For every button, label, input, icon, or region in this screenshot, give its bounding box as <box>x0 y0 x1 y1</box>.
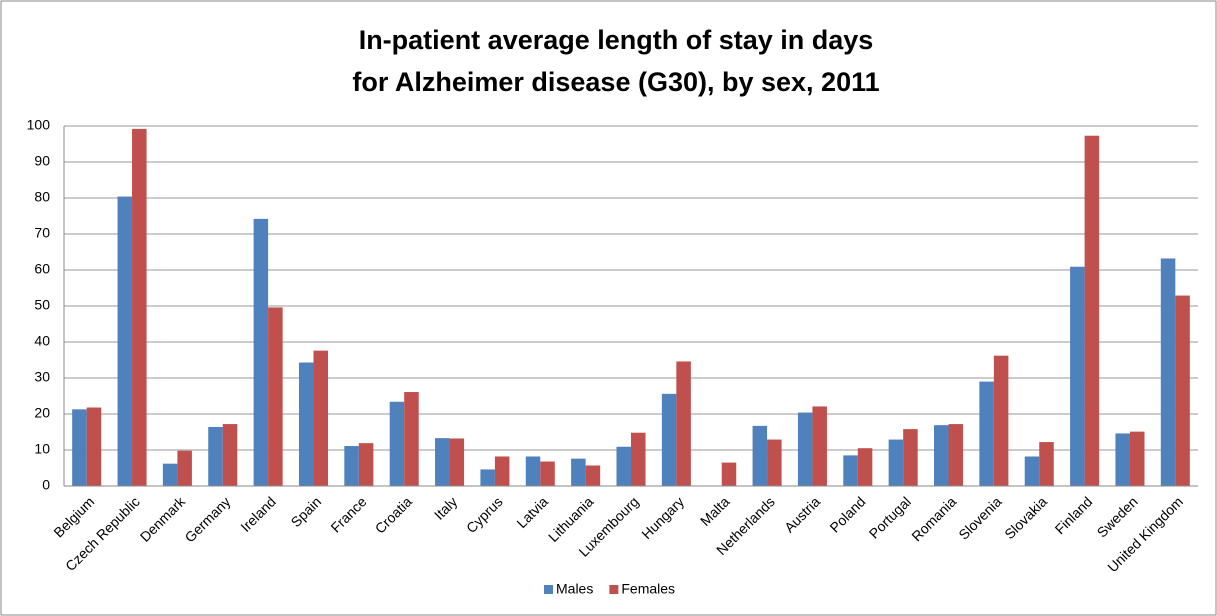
bar <box>298 362 314 486</box>
bar <box>631 432 646 486</box>
bar <box>812 406 827 486</box>
bar <box>1039 442 1054 486</box>
bar <box>571 458 586 486</box>
y-tick-label: 60 <box>34 261 50 277</box>
bar <box>344 446 359 486</box>
bar <box>177 450 192 486</box>
bar <box>208 426 223 486</box>
chart-title: In-patient average length of stay in day… <box>359 25 874 55</box>
bar <box>903 429 918 486</box>
bar <box>313 350 328 486</box>
y-tick-label: 0 <box>42 477 50 493</box>
bar <box>494 456 510 486</box>
bar <box>585 465 601 486</box>
bar <box>797 412 813 486</box>
chart-title: for Alzheimer disease (G30), by sex, 201… <box>352 67 879 97</box>
legend-swatch <box>544 585 553 594</box>
y-tick-label: 70 <box>34 225 50 241</box>
y-tick-label: 20 <box>34 405 50 421</box>
bar <box>404 392 419 486</box>
bar <box>993 355 1009 486</box>
bar <box>888 439 904 486</box>
y-tick-label: 10 <box>34 441 50 457</box>
bar <box>979 381 994 486</box>
bar <box>1160 258 1176 486</box>
bar <box>72 409 87 486</box>
bar <box>1175 295 1190 486</box>
legend-label: Males <box>556 581 593 597</box>
y-tick-label: 80 <box>34 189 50 205</box>
bar <box>948 424 964 486</box>
y-tick-label: 100 <box>27 117 51 133</box>
bar <box>222 424 238 486</box>
bar <box>540 461 555 486</box>
bar <box>449 438 465 486</box>
y-tick-label: 90 <box>34 153 50 169</box>
bar <box>676 361 691 486</box>
bar <box>132 128 147 486</box>
y-tick-label: 30 <box>34 369 50 385</box>
bar <box>117 196 133 486</box>
bar <box>1070 266 1085 486</box>
bar <box>661 393 677 486</box>
bar <box>480 469 495 486</box>
legend-swatch <box>609 585 619 594</box>
bar <box>525 456 541 486</box>
bar <box>1024 456 1040 486</box>
bar <box>86 407 102 486</box>
bar <box>767 439 782 486</box>
y-tick-label: 50 <box>34 297 50 313</box>
bar <box>1084 135 1100 486</box>
bar <box>358 443 374 486</box>
bar <box>268 307 283 486</box>
bar <box>253 218 269 486</box>
bar <box>1129 431 1145 486</box>
bar <box>721 462 737 486</box>
y-tick-label: 40 <box>34 333 50 349</box>
bar <box>389 401 405 486</box>
legend-label: Females <box>621 581 675 597</box>
bar <box>162 463 178 486</box>
bar <box>1115 433 1130 486</box>
bar <box>934 425 949 486</box>
bar <box>616 446 631 486</box>
bar <box>843 455 858 486</box>
bar <box>435 438 450 486</box>
bar <box>857 448 873 486</box>
bar <box>752 425 768 486</box>
